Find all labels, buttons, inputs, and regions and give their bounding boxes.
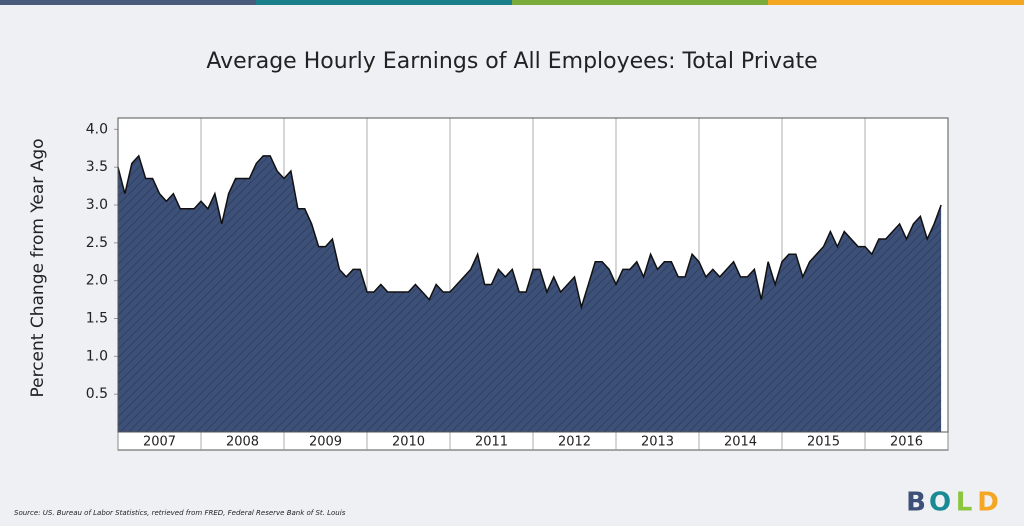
y-axis-label: Percent Change from Year Ago — [28, 138, 48, 397]
y-tick-label: 3.5 — [86, 159, 108, 175]
x-tick-label: 2009 — [309, 435, 342, 450]
plot-border — [117, 117, 949, 433]
top-stripe — [768, 0, 1024, 5]
x-tick-label: 2008 — [226, 435, 259, 450]
x-tick-label: 2016 — [890, 435, 923, 450]
y-tick-label: 1.5 — [86, 311, 108, 327]
logo-letter: L — [956, 488, 973, 518]
y-tick-label: 3.0 — [86, 197, 108, 213]
area-fill — [118, 155, 942, 432]
x-tick-label: 2010 — [392, 435, 425, 450]
y-tick-label: 0.5 — [86, 386, 108, 402]
x-tick-label: 2014 — [724, 435, 757, 450]
y-tick-label: 4.0 — [86, 121, 108, 137]
x-tick-label: 2012 — [558, 435, 591, 450]
plot: 2007 2008 2009 2010 2011 2012 2013 2014 2015 2016… — [86, 117, 949, 451]
logo-letter: D — [977, 488, 999, 518]
logo-letter: B — [906, 488, 926, 518]
chart-title: Average Hourly Earnings of All Employees… — [206, 49, 817, 74]
x-tick-label: 2013 — [641, 435, 674, 450]
source-note: Source: US. Bureau of Labor Statistics, … — [14, 509, 346, 517]
top-stripe — [256, 0, 512, 5]
top-stripe — [512, 0, 768, 5]
area-line — [117, 154, 942, 311]
x-tick-label: 2015 — [807, 435, 840, 450]
y-tick-label: 1.0 — [86, 348, 108, 364]
logo-letter: O — [929, 488, 951, 518]
y-tick-label: 2.0 — [86, 273, 108, 289]
x-tick-label: 2011 — [475, 435, 508, 450]
top-stripe — [0, 0, 256, 5]
y-tick-label: 2.5 — [86, 235, 108, 251]
x-tick-label: 2007 — [143, 435, 176, 450]
